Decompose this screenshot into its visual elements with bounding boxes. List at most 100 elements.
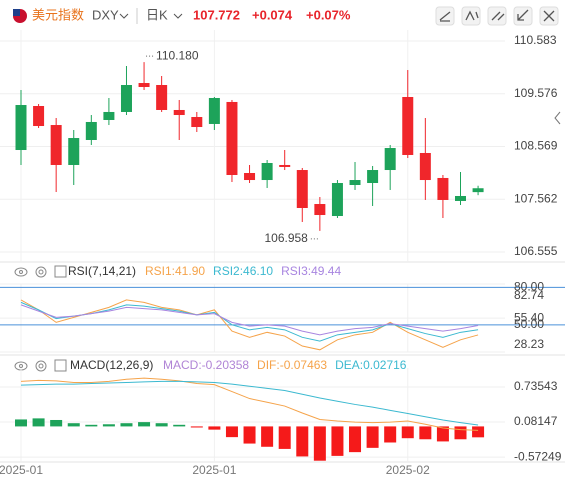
candle-body	[279, 164, 291, 167]
candle-body	[173, 109, 185, 116]
change: +0.074	[252, 7, 293, 22]
y-tick-label: 0.73543	[514, 379, 558, 393]
candle-body	[261, 162, 273, 181]
macd-bar	[50, 419, 63, 427]
indicator-line	[20, 299, 479, 351]
macd-bar	[85, 424, 98, 427]
toolbar[interactable]	[435, 6, 559, 26]
macd-bar	[454, 426, 467, 440]
collapse-icon[interactable]	[554, 111, 561, 125]
macd-bar	[155, 423, 168, 427]
macd-bar	[313, 426, 326, 461]
macd-bar	[349, 426, 362, 453]
flag	[13, 9, 27, 23]
macd-bar	[366, 426, 379, 448]
candle-body	[349, 180, 361, 185]
x-tick-label: 2025-01	[192, 463, 236, 477]
y-tick-label: 82.74	[514, 288, 544, 302]
legend-entry: MACD:-0.20358	[163, 358, 249, 372]
period[interactable]: 日K	[146, 7, 168, 22]
x-tick-label: 2025-01	[0, 463, 43, 477]
indicator-line	[20, 377, 479, 431]
indicator-line	[20, 380, 479, 426]
candle-body	[156, 85, 168, 110]
macd-bar	[472, 426, 485, 438]
macd-bar	[419, 426, 432, 440]
candle-body	[120, 85, 132, 112]
dropdown-icon[interactable]	[119, 13, 129, 19]
candle-body	[419, 152, 431, 181]
y-tick-label: -0.57249	[514, 449, 562, 463]
macd-bar	[190, 426, 203, 428]
candle-body	[331, 183, 343, 217]
legend-entry: RSI2:46.10	[213, 264, 273, 278]
y-tick-label: 107.562	[514, 191, 558, 205]
y-tick-label: 28.23	[514, 337, 544, 351]
candle-body	[367, 170, 379, 184]
rsi-tools[interactable]	[14, 265, 67, 278]
macd-tools[interactable]	[14, 359, 67, 372]
macd-bar	[261, 426, 274, 447]
price: 107.772	[193, 7, 240, 22]
toolbar-icons	[439, 9, 555, 22]
y-tick-label: 55.40	[514, 310, 544, 324]
candle-body	[226, 101, 238, 175]
y-tick-label: 109.576	[514, 86, 558, 100]
candle-body	[384, 148, 396, 171]
candle-body	[208, 97, 220, 124]
symbol-code[interactable]: DXY	[92, 7, 119, 22]
candle-body	[402, 96, 414, 155]
candle-body	[68, 138, 80, 165]
candle-body	[191, 117, 203, 128]
legend-entry: RSI3:49.44	[281, 264, 341, 278]
macd-bar	[436, 426, 449, 442]
macd-bar	[401, 426, 414, 439]
candle-body	[455, 195, 466, 201]
x-tick-label: 2025-02	[386, 463, 430, 477]
candle-body	[296, 170, 308, 208]
candle-body	[244, 173, 256, 181]
indicator-line	[20, 301, 479, 342]
annotation: 106.958	[264, 231, 308, 245]
y-tick-label: 108.569	[514, 139, 558, 153]
macd-bar	[208, 426, 221, 430]
symbol-name: 美元指数	[32, 7, 84, 22]
rsi-title: RSI(7,14,21)	[68, 264, 136, 278]
candle-body	[314, 204, 326, 216]
candle-body	[33, 106, 45, 127]
macd-bar	[32, 418, 45, 427]
level-label: 50.00	[514, 317, 544, 331]
y-tick-label: 110.583	[514, 33, 557, 47]
legend-entry: DIF:-0.07463	[257, 358, 327, 372]
macd-bar	[67, 423, 80, 427]
candle-body	[437, 177, 449, 200]
macd-bar	[120, 423, 133, 427]
y-tick-label: 106.555	[514, 244, 558, 258]
macd-title: MACD(12,26,9)	[70, 358, 153, 372]
macd-bar	[243, 426, 256, 444]
macd-bar	[225, 426, 238, 438]
macd-bar	[102, 424, 115, 427]
change-pct: +0.07%	[306, 7, 351, 22]
candle-body	[472, 188, 484, 193]
candle-body	[85, 121, 97, 141]
macd-bar	[296, 426, 309, 457]
candle-body	[50, 125, 62, 165]
macd-bar	[278, 426, 291, 449]
macd-bar	[173, 424, 186, 427]
dropdown-icon[interactable]	[173, 13, 183, 19]
indicator-line	[20, 304, 479, 336]
candle-body	[103, 111, 115, 120]
candle-body	[15, 105, 27, 151]
macd-bar	[138, 422, 151, 427]
candle-body	[138, 83, 150, 87]
legend-entry: RSI1:41.90	[145, 264, 205, 278]
annotation: 110.180	[156, 48, 199, 62]
macd-bar	[384, 426, 397, 443]
legend-entry: DEA:0.02716	[335, 358, 407, 372]
macd-bar	[331, 426, 344, 456]
macd-bar	[15, 419, 27, 427]
y-tick-label: 0.08147	[514, 414, 558, 428]
